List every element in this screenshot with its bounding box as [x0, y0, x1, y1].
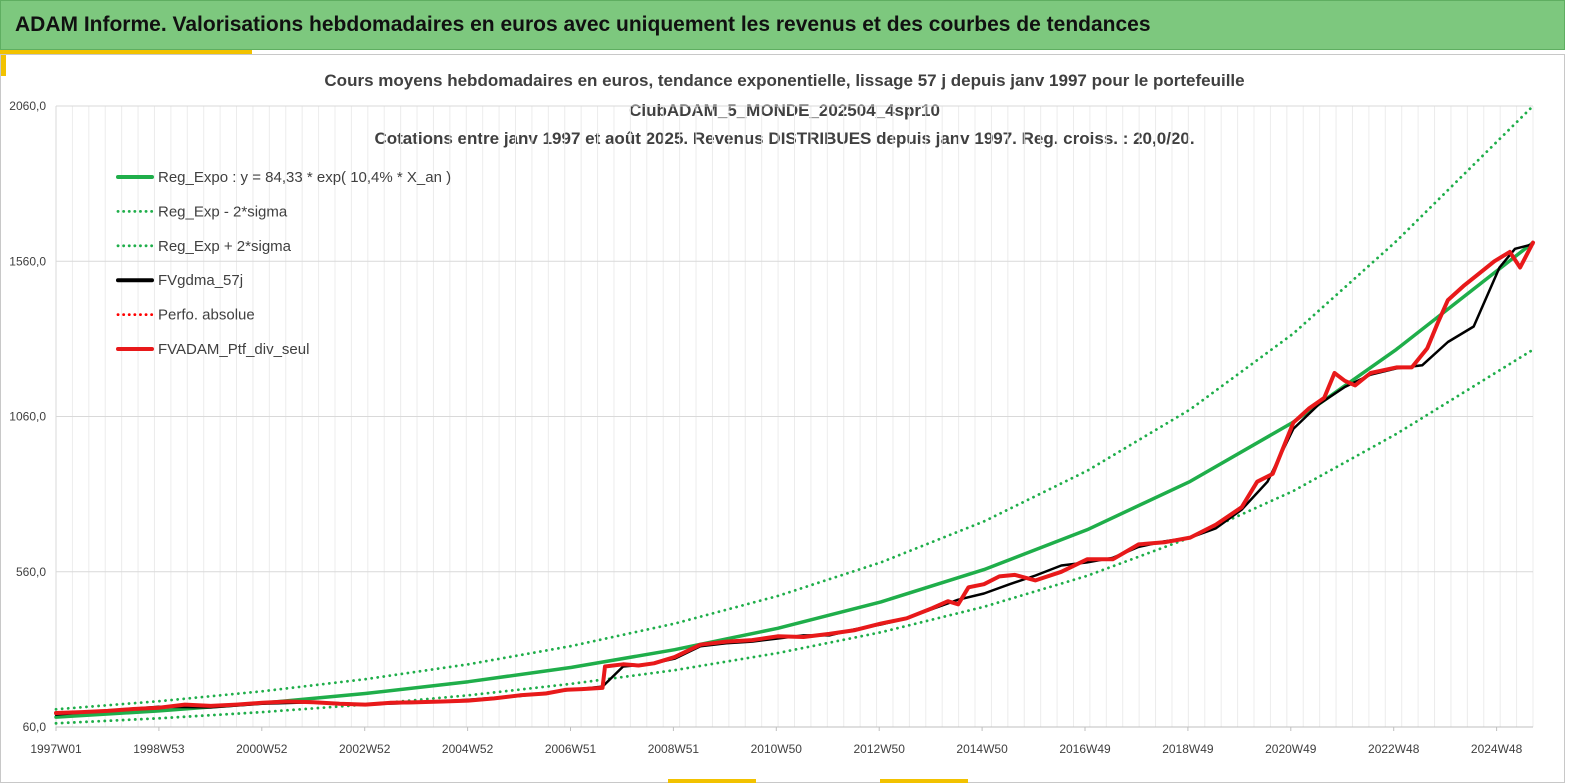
- x-tick-label: 2008W51: [648, 742, 700, 756]
- chart-title-line-1: Cours moyens hebdomadaires en euros, ten…: [324, 71, 1245, 90]
- legend-label-2: Reg_Exp + 2*sigma: [158, 238, 292, 255]
- x-tick-label: 2014W50: [956, 742, 1008, 756]
- x-tick-label: 1998W53: [133, 742, 185, 756]
- y-tick-label: 560,0: [16, 565, 46, 579]
- x-tick-label: 2018W49: [1162, 742, 1214, 756]
- x-tick-label: 2012W50: [854, 742, 906, 756]
- x-tick-label: 2020W49: [1265, 742, 1317, 756]
- chart-title-line-3: Cotations entre janv 1997 et août 2025. …: [374, 129, 1195, 148]
- y-tick-label: 1560,0: [9, 254, 46, 268]
- x-tick-label: 2000W52: [236, 742, 288, 756]
- x-tick-label: 2024W48: [1471, 742, 1523, 756]
- y-tick-label: 1060,0: [9, 410, 46, 424]
- series-line-5: [54, 240, 1535, 715]
- legend-label-5: FVADAM_Ptf_div_seul: [158, 341, 309, 358]
- legend-label-3: FVgdma_57j: [158, 272, 243, 289]
- x-tick-label: 2004W52: [442, 742, 494, 756]
- accent-bar-left: [0, 50, 6, 76]
- x-tick-label: 2010W50: [751, 742, 803, 756]
- series-line-2: [54, 104, 1535, 711]
- series-line-1: [54, 348, 1535, 725]
- x-tick-label: 2022W48: [1368, 742, 1420, 756]
- legend-label-0: Reg_Expo : y = 84,33 * exp( 10,4% * X_an…: [158, 169, 451, 186]
- accent-bar-bottom-2: [880, 779, 968, 783]
- x-tick-label: 2016W49: [1059, 742, 1111, 756]
- accent-bar-bottom: [668, 779, 756, 783]
- legend-label-4: Perfo. absolue: [158, 307, 255, 324]
- accent-bar-top: [6, 50, 252, 54]
- banner: ADAM Informe. Valorisations hebdomadaire…: [0, 0, 1565, 50]
- y-tick-label: 60,0: [23, 720, 47, 734]
- legend-label-1: Reg_Exp - 2*sigma: [158, 203, 288, 220]
- page-title: ADAM Informe. Valorisations hebdomadaire…: [15, 13, 1151, 36]
- x-tick-label: 2006W51: [545, 742, 597, 756]
- x-tick-label: 1997W01: [30, 742, 82, 756]
- x-tick-label: 2002W52: [339, 742, 391, 756]
- y-tick-label: 2060,0: [9, 99, 46, 113]
